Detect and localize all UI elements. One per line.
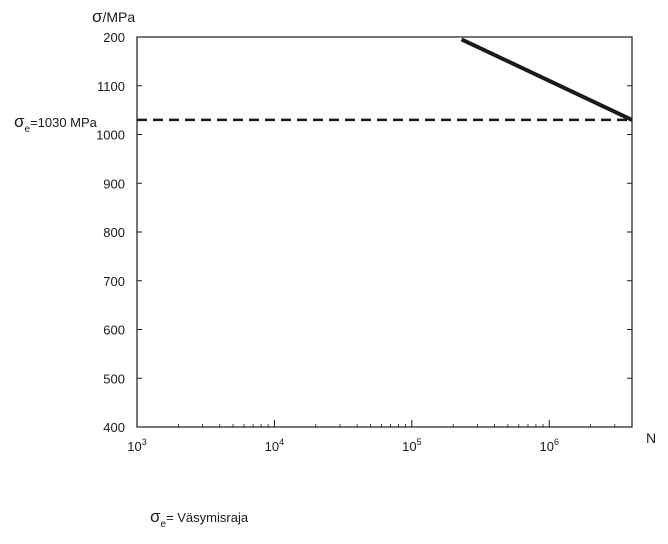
x-tick-label: 104	[265, 437, 284, 454]
x-tick-label: 103	[127, 437, 146, 454]
ticks	[136, 36, 633, 428]
y-tick-label: 200	[103, 30, 125, 45]
y-tick-label: 500	[103, 371, 125, 386]
y-tick-label: 700	[103, 274, 125, 289]
y-tick-label: 800	[103, 225, 125, 240]
endurance-limit-label: σe=1030 MPa	[14, 112, 98, 135]
x-tick-label: 106	[540, 437, 559, 454]
y-tick-label: 900	[103, 176, 125, 191]
data-series	[137, 37, 633, 122]
y-tick-label: 400	[103, 420, 125, 435]
sn-curve-line	[460, 37, 633, 122]
y-tick-label: 600	[103, 323, 125, 338]
y-tick-label: 1100	[97, 79, 125, 94]
y-tick-label: 1000	[96, 128, 125, 143]
plot-frame	[136, 36, 633, 428]
footnote: σe= Väsymisraja	[150, 507, 249, 530]
x-axis-title: N	[646, 430, 656, 446]
axes	[136, 36, 633, 428]
y-axis-title: σ/MPa	[92, 7, 135, 26]
x-tick-label: 105	[402, 437, 421, 454]
